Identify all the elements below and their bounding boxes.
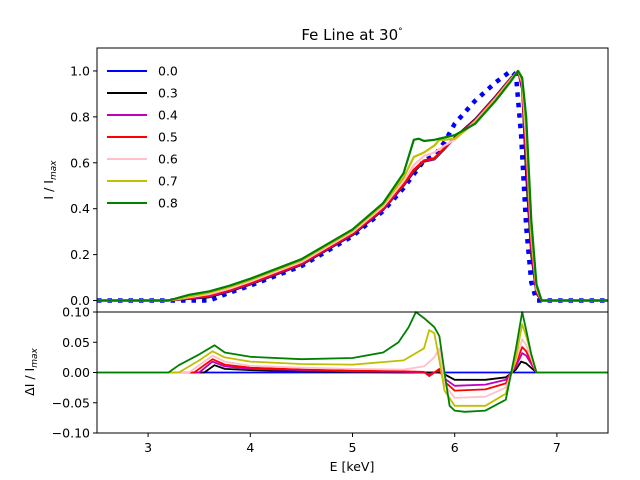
top-series-line-0.0 [97, 68, 608, 303]
chart-title: Fe Line at 30° [301, 26, 402, 44]
top-series-group [97, 68, 608, 303]
top-y-tick-label: 1.0 [70, 63, 90, 78]
top-y-tick-label: 0.8 [70, 109, 90, 124]
legend-label-0.4: 0.4 [158, 108, 178, 123]
bottom-y-tick-label: −0.05 [52, 395, 90, 410]
x-tick-label: 6 [451, 440, 459, 455]
legend-label-0.8: 0.8 [158, 196, 178, 211]
legend-label-0.6: 0.6 [158, 152, 178, 167]
top-y-ticks: 0.0 0.2 0.4 0.6 0.8 1.0 [70, 63, 97, 308]
legend-label-0.0: 0.0 [158, 64, 178, 79]
bottom-y-tick-label: 0.10 [62, 305, 90, 320]
bottom-y-tick-label: 0.00 [62, 365, 90, 380]
top-y-tick-label: 0.6 [70, 155, 90, 170]
x-tick-label: 3 [144, 440, 152, 455]
bottom-series-line-0.8 [97, 311, 608, 413]
bottom-y-ticks: −0.10 −0.05 0.00 0.05 0.10 [52, 305, 97, 441]
legend: 0.0 0.3 0.4 0.5 0.6 0.7 0.8 [107, 64, 178, 211]
top-axes: 0.0 0.2 0.4 0.6 0.8 1.0 0.0 0.3 0.4 0.5 0.6 0.7 0.8 [70, 47, 609, 313]
bottom-series-line-0.5 [97, 346, 608, 392]
x-tick-label: 7 [553, 440, 561, 455]
bottom-axes: −0.10 −0.05 0.00 0.05 0.10 3 4 5 6 7 [52, 305, 609, 455]
top-series-line-0.8 [97, 69, 608, 302]
bottom-series-line-0.6 [97, 338, 608, 399]
bottom-series-line-0.7 [97, 323, 608, 407]
top-y-axis-label: I / Imax [41, 160, 59, 200]
bottom-y-tick-label: −0.10 [52, 426, 90, 441]
bottom-series-line-0.3 [97, 360, 608, 381]
bottom-x-ticks: 3 4 5 6 7 [144, 433, 561, 455]
top-y-tick-label: 0.2 [70, 247, 90, 262]
bottom-series-group [97, 311, 608, 413]
bottom-y-tick-label: 0.05 [62, 335, 90, 350]
top-y-tick-label: 0.0 [70, 293, 90, 308]
legend-label-0.5: 0.5 [158, 130, 178, 145]
x-axis-label: E [keV] [330, 459, 375, 474]
legend-label-0.7: 0.7 [158, 174, 178, 189]
bottom-y-axis-label: ΔI / Imax [22, 347, 40, 395]
x-tick-label: 4 [246, 440, 254, 455]
legend-label-0.3: 0.3 [158, 86, 178, 101]
x-tick-label: 5 [349, 440, 357, 455]
top-y-tick-label: 0.4 [70, 201, 90, 216]
bottom-axes-frame [96, 311, 609, 434]
